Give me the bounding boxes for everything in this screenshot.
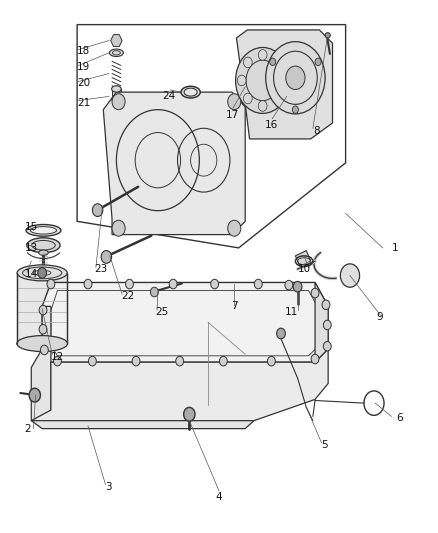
Text: 7: 7 (231, 301, 237, 311)
Circle shape (228, 220, 241, 236)
Circle shape (279, 75, 288, 86)
Text: 17: 17 (226, 110, 239, 120)
Circle shape (292, 106, 298, 114)
Circle shape (150, 287, 158, 297)
Text: 9: 9 (376, 312, 383, 322)
Ellipse shape (39, 250, 48, 255)
Circle shape (311, 288, 319, 298)
Text: 16: 16 (265, 120, 278, 130)
Circle shape (169, 279, 177, 289)
Text: 11: 11 (284, 306, 297, 317)
Circle shape (237, 75, 246, 86)
Circle shape (268, 357, 276, 366)
Polygon shape (42, 282, 328, 362)
Text: 18: 18 (77, 46, 90, 56)
Text: 23: 23 (95, 264, 108, 274)
Circle shape (126, 279, 134, 289)
Text: 12: 12 (51, 352, 64, 362)
Circle shape (112, 220, 125, 236)
Text: 14: 14 (25, 270, 38, 279)
Circle shape (273, 57, 282, 68)
Circle shape (258, 101, 267, 111)
Circle shape (266, 42, 325, 114)
Circle shape (323, 320, 331, 330)
Ellipse shape (30, 227, 57, 234)
Circle shape (219, 357, 227, 366)
Circle shape (39, 305, 47, 315)
Text: 2: 2 (25, 424, 32, 434)
Circle shape (132, 357, 140, 366)
Circle shape (38, 268, 46, 278)
Circle shape (40, 345, 48, 355)
Text: 13: 13 (25, 243, 38, 253)
Text: 21: 21 (77, 98, 90, 108)
Circle shape (293, 281, 302, 292)
Circle shape (273, 93, 282, 104)
Text: 25: 25 (155, 306, 169, 317)
Circle shape (254, 279, 262, 289)
Circle shape (211, 279, 219, 289)
Polygon shape (31, 349, 328, 421)
Circle shape (176, 357, 184, 366)
Circle shape (286, 66, 305, 90)
Ellipse shape (110, 49, 124, 56)
Circle shape (323, 342, 331, 351)
Circle shape (244, 93, 252, 104)
Circle shape (112, 94, 125, 110)
Bar (17, 273, 67, 344)
Ellipse shape (17, 265, 67, 281)
Polygon shape (237, 30, 332, 139)
Ellipse shape (112, 96, 121, 102)
Circle shape (244, 57, 252, 68)
Circle shape (53, 357, 61, 366)
Text: 4: 4 (215, 492, 223, 503)
Text: 8: 8 (313, 126, 319, 136)
Circle shape (236, 47, 290, 114)
Text: 19: 19 (77, 62, 90, 72)
Circle shape (39, 325, 47, 334)
Circle shape (340, 264, 360, 287)
Ellipse shape (27, 238, 60, 253)
Circle shape (29, 388, 40, 402)
Text: 5: 5 (321, 440, 328, 450)
Text: 24: 24 (162, 91, 175, 101)
Text: 10: 10 (297, 264, 311, 274)
Text: 3: 3 (106, 482, 112, 492)
Circle shape (258, 50, 267, 60)
Polygon shape (315, 282, 328, 362)
Polygon shape (295, 251, 311, 266)
Circle shape (88, 357, 96, 366)
Ellipse shape (325, 33, 330, 38)
Polygon shape (111, 35, 122, 46)
Text: 6: 6 (396, 413, 403, 423)
Circle shape (84, 279, 92, 289)
Text: 15: 15 (25, 222, 38, 232)
Circle shape (315, 58, 321, 66)
Bar (112, 89, 121, 99)
Polygon shape (31, 306, 254, 429)
Ellipse shape (26, 224, 61, 236)
Circle shape (228, 94, 241, 110)
Ellipse shape (17, 336, 67, 352)
Circle shape (285, 280, 293, 290)
Text: 1: 1 (392, 243, 398, 253)
Circle shape (184, 407, 195, 421)
Circle shape (47, 279, 55, 289)
Circle shape (101, 251, 112, 263)
Circle shape (311, 354, 319, 364)
Polygon shape (103, 92, 245, 235)
Circle shape (277, 328, 286, 339)
Circle shape (322, 300, 330, 310)
Circle shape (270, 58, 276, 66)
Text: 20: 20 (77, 78, 90, 88)
Ellipse shape (112, 86, 121, 92)
Circle shape (92, 204, 103, 216)
Ellipse shape (181, 86, 200, 98)
Text: 22: 22 (121, 290, 134, 301)
